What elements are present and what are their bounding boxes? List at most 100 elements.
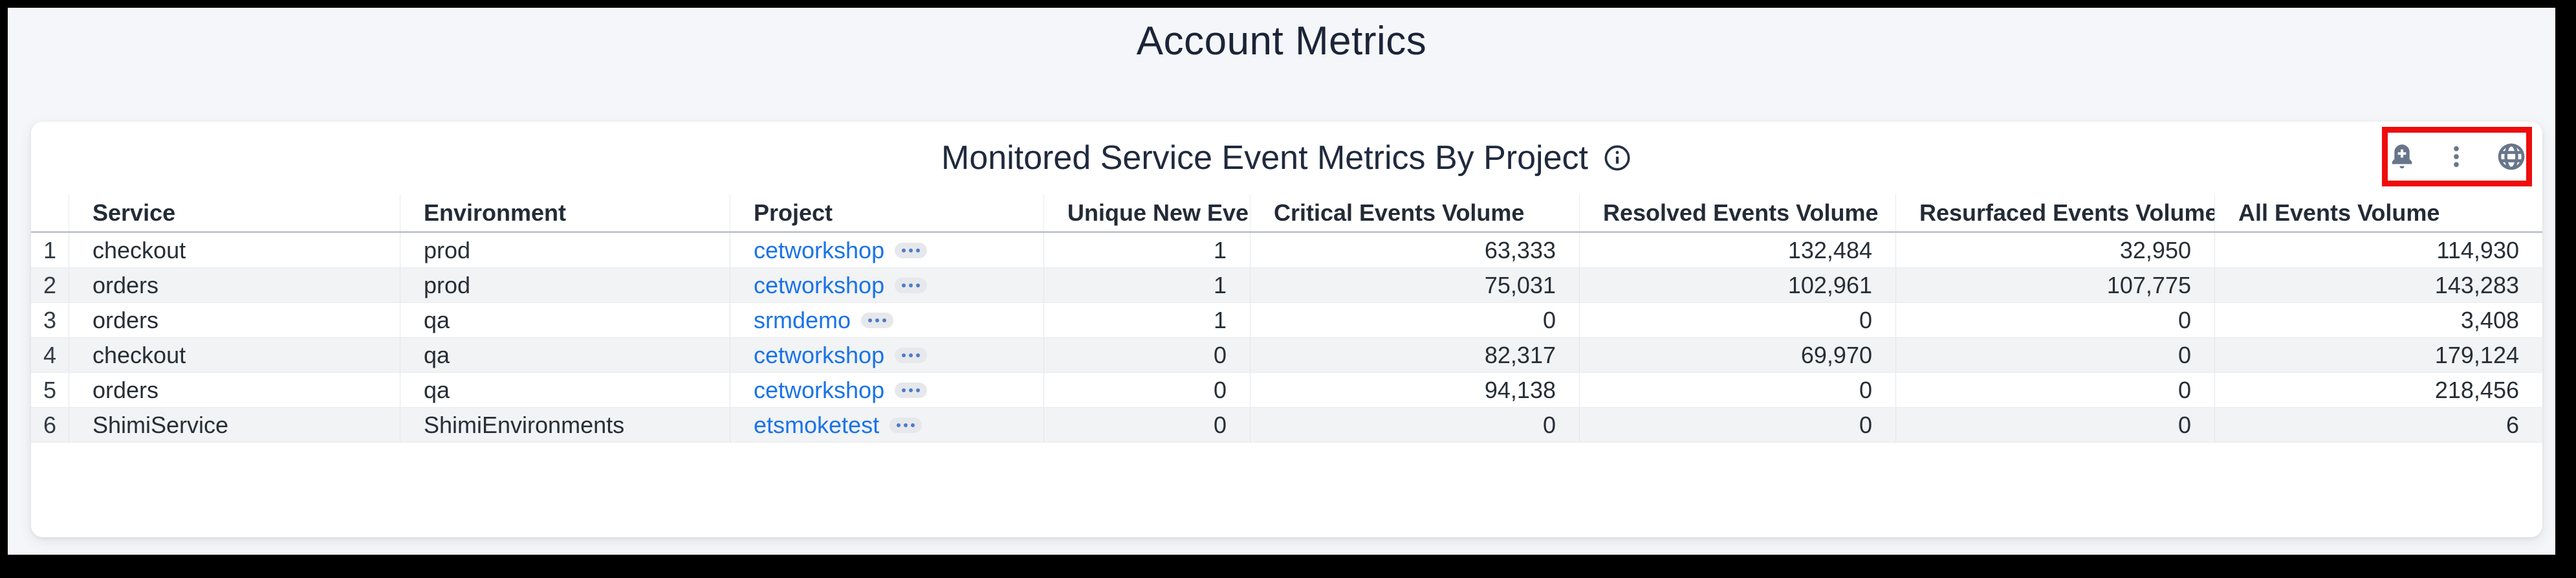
table-body: 1 checkout prod cetworkshop 1 63,333 132… [31,233,2542,443]
cell-resolved: 0 [1579,303,1895,337]
column-header-resurfaced[interactable]: Resurfaced Events Volume [1895,194,2214,231]
project-link[interactable]: etsmoketest [754,411,880,438]
row-number: 1 [43,236,57,263]
cell-resolved: 0 [1579,373,1895,407]
cell-project: cetworkshop [730,373,1043,407]
ellipsis-icon [868,318,887,322]
page-title: Account Metrics [1136,19,1427,63]
cell-critical: 63,333 [1250,233,1579,267]
cell-project: etsmoketest [730,408,1043,442]
metrics-table: Service Environment Project Unique New E… [31,194,2542,443]
project-overflow-chip[interactable] [895,242,928,258]
ellipsis-icon [902,353,921,357]
project-overflow-chip[interactable] [861,312,894,328]
cell-service: ShimiService [69,408,400,442]
widget-card: Monitored Service Event Metrics By Proje… [31,122,2542,537]
project-overflow-chip[interactable] [895,347,928,363]
cell-service: orders [69,373,400,407]
cell-unique-new-ever: 0 [1043,338,1250,372]
cell-resurfaced: 0 [1895,338,2214,372]
project-overflow-chip[interactable] [895,277,928,293]
project-overflow-chip[interactable] [890,417,922,433]
table-row: 4 checkout qa cetworkshop 0 82,317 69,97… [31,338,2542,373]
widget-header: Monitored Service Event Metrics By Proje… [31,122,2542,194]
cell-critical: 0 [1250,303,1579,337]
cell-project: srmdemo [730,303,1043,337]
widget-title: Monitored Service Event Metrics By Proje… [941,139,1588,177]
cell-environment: qa [400,303,730,337]
dashboard-page: Account Metrics Monitored Service Event … [8,8,2555,555]
more-options-button[interactable] [2443,142,2470,172]
cell-critical: 0 [1250,408,1579,442]
table-row: 5 orders qa cetworkshop 0 94,138 0 0 218… [31,373,2542,408]
cell-critical: 75,031 [1250,268,1579,302]
kebab-menu-icon [2443,142,2470,172]
cell-unique-new-ever: 0 [1043,373,1250,407]
column-header-all[interactable]: All Events Volume [2214,194,2542,231]
cell-service: orders [69,268,400,302]
cell-unique-new-ever: 1 [1043,268,1250,302]
row-number: 3 [43,306,57,333]
cell-service: checkout [69,233,400,267]
column-header-project[interactable]: Project [730,194,1043,231]
cell-all: 143,283 [2214,268,2542,302]
cell-unique-new-ever: 1 [1043,303,1250,337]
table-row: 2 orders prod cetworkshop 1 75,031 102,9… [31,268,2542,303]
row-number-header [31,194,69,231]
project-link[interactable]: cetworkshop [754,271,885,298]
cell-critical: 94,138 [1250,373,1579,407]
cell-unique-new-ever: 0 [1043,408,1250,442]
project-link[interactable]: cetworkshop [754,376,885,403]
info-icon[interactable] [1602,143,1632,173]
table-row: 6 ShimiService ShimiEnvironments etsmoke… [31,408,2542,443]
globe-icon [2496,141,2527,172]
cell-service: checkout [69,338,400,372]
table-row: 1 checkout prod cetworkshop 1 63,333 132… [31,233,2542,268]
add-alert-bell-icon [2387,142,2417,172]
cell-resurfaced: 0 [1895,303,2214,337]
cell-project: cetworkshop [730,268,1043,302]
column-header-environment[interactable]: Environment [400,194,730,231]
table-row: 3 orders qa srmdemo 1 0 0 0 3,408 [31,303,2542,338]
cell-all: 3,408 [2214,303,2542,337]
annotation-highlight-box [2382,127,2532,186]
cell-resolved: 102,961 [1579,268,1895,302]
cell-unique-new-ever: 1 [1043,233,1250,267]
cell-environment: ShimiEnvironments [400,408,730,442]
column-header-service[interactable]: Service [69,194,400,231]
project-link[interactable]: cetworkshop [754,341,885,368]
cell-all: 179,124 [2214,338,2542,372]
cell-environment: prod [400,233,730,267]
cell-all: 114,930 [2214,233,2542,267]
cell-service: orders [69,303,400,337]
ellipsis-icon [902,248,921,252]
column-header-resolved[interactable]: Resolved Events Volume [1579,194,1895,231]
cell-resolved: 69,970 [1579,338,1895,372]
cell-project: cetworkshop [730,233,1043,267]
cell-resolved: 0 [1579,408,1895,442]
row-number: 5 [43,376,57,403]
cell-project: cetworkshop [730,338,1043,372]
globe-button[interactable] [2496,141,2527,172]
cell-resolved: 132,484 [1579,233,1895,267]
ellipsis-icon [897,423,915,427]
row-number: 6 [43,411,57,438]
cell-environment: prod [400,268,730,302]
project-link[interactable]: cetworkshop [754,236,885,263]
cell-environment: qa [400,373,730,407]
row-number: 4 [43,341,57,368]
column-header-unique-new-ever[interactable]: Unique New Ever [1043,194,1250,231]
cell-resurfaced: 0 [1895,408,2214,442]
ellipsis-icon [902,283,921,287]
add-alert-button[interactable] [2387,142,2417,172]
project-overflow-chip[interactable] [895,382,928,398]
table-header-row: Service Environment Project Unique New E… [31,194,2542,233]
cell-all: 218,456 [2214,373,2542,407]
column-header-label: Unique New Ever [1067,199,1250,226]
project-link[interactable]: srmdemo [754,306,851,333]
row-number: 2 [43,271,57,298]
ellipsis-icon [902,388,921,392]
column-header-critical[interactable]: Critical Events Volume [1250,194,1579,231]
cell-resurfaced: 32,950 [1895,233,2214,267]
cell-resurfaced: 0 [1895,373,2214,407]
